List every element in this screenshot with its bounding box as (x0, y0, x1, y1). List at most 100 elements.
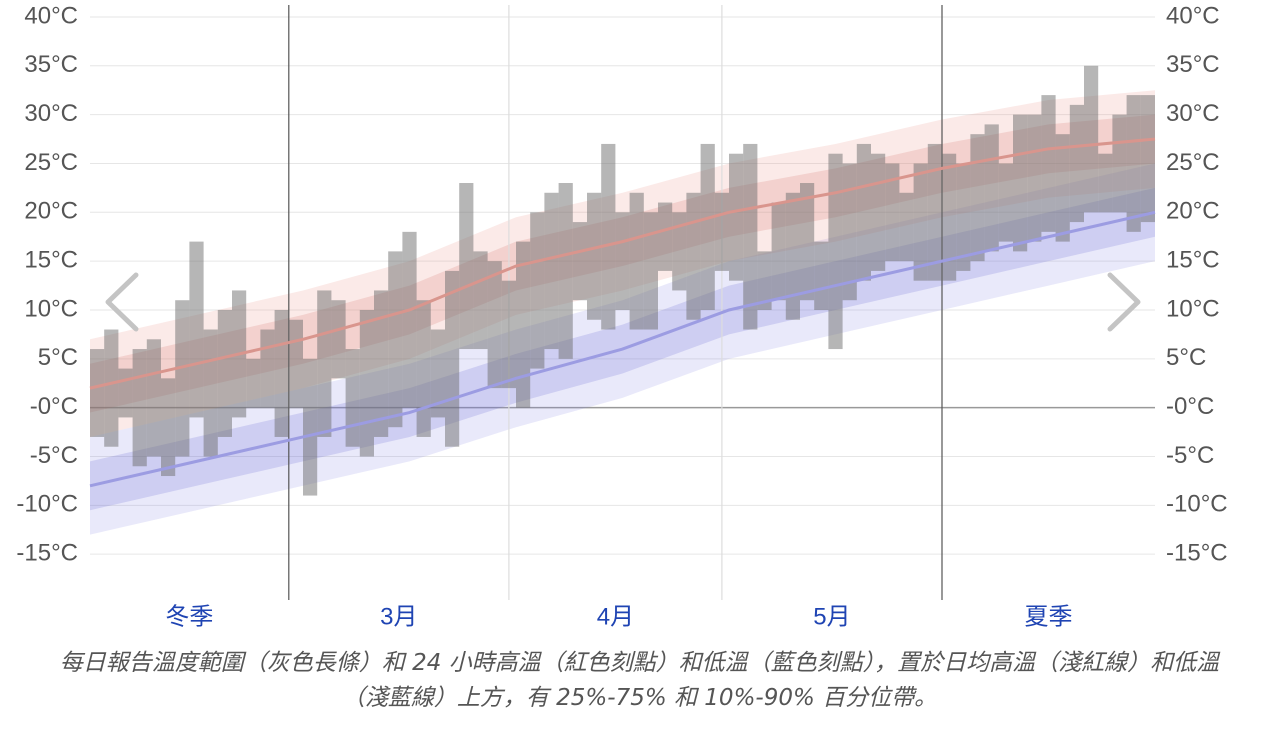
y2-tick-label: 10°C (1166, 295, 1220, 322)
y-tick-label: 25°C (24, 149, 78, 176)
y-tick-label: -10°C (16, 491, 78, 518)
day-range-bar (743, 143, 758, 330)
y-tick-label: -0°C (30, 393, 78, 420)
day-range-bar (104, 329, 119, 447)
day-range-bar (246, 358, 261, 408)
y-tick-label: -15°C (16, 540, 78, 567)
day-range-bar (558, 183, 573, 359)
day-range-bar (871, 153, 886, 271)
day-range-bar (942, 153, 957, 281)
day-range-bar (601, 143, 616, 330)
day-range-bar (1041, 95, 1056, 232)
day-range-bar (658, 202, 673, 271)
high-avg-line (89, 137, 1156, 390)
y2-tick-label: 15°C (1166, 246, 1220, 273)
day-range-bar (303, 358, 318, 496)
day-range-bar (927, 143, 942, 281)
day-range-bar (643, 212, 658, 330)
day-range-bar (1027, 114, 1042, 242)
day-range-bar (587, 192, 602, 320)
day-range-bar (331, 300, 346, 379)
day-range-bar (132, 349, 147, 467)
day-range-bar (615, 212, 630, 310)
day-range-bar (885, 163, 900, 262)
day-range-bar (1013, 114, 1028, 252)
day-range-bar (217, 309, 232, 437)
day-range-bar (1069, 104, 1084, 223)
period-label: 夏季 (1025, 603, 1073, 630)
day-range-bar (998, 163, 1013, 242)
day-range-bar (445, 270, 460, 447)
day-range-bar (416, 300, 431, 437)
day-range-bar (714, 192, 729, 271)
day-range-bar (984, 124, 999, 252)
day-range-bar (260, 329, 275, 408)
day-range-bar (530, 212, 545, 369)
y2-tick-label: 40°C (1166, 2, 1220, 29)
day-range-bar (473, 251, 488, 350)
day-range-bar (785, 192, 800, 320)
y2-tick-label: 30°C (1166, 100, 1220, 127)
day-range-bar (146, 339, 161, 457)
y2-tick-label: 20°C (1166, 198, 1220, 225)
day-range-bar (501, 280, 516, 389)
y-tick-label: 10°C (24, 295, 78, 322)
day-range-bar (672, 212, 687, 291)
day-range-bar (856, 143, 871, 281)
day-range-bar (1126, 95, 1141, 232)
day-range-bar (118, 368, 133, 418)
day-range-bar (459, 183, 474, 350)
day-range-bar (970, 134, 985, 262)
day-range-bar (161, 378, 176, 477)
low-avg-line (89, 210, 1156, 488)
day-range-bar (544, 192, 559, 350)
day-range-bar (359, 309, 374, 457)
prev-arrow[interactable] (105, 272, 139, 332)
day-range-bar (700, 143, 715, 310)
day-range-bar (175, 300, 190, 457)
day-range-bar (771, 202, 786, 301)
day-range-bar (274, 309, 289, 437)
period-label: 冬季 (165, 603, 213, 630)
period-label: 5月 (813, 603, 850, 630)
day-range-bar (1112, 114, 1127, 213)
day-range-bar (1098, 153, 1113, 213)
day-range-bar (842, 163, 857, 301)
day-range-bar (956, 163, 971, 271)
y-tick-label: 35°C (24, 51, 78, 78)
day-range-bar (1084, 65, 1099, 213)
y2-tick-label: -10°C (1166, 491, 1228, 518)
y-tick-label: 15°C (24, 246, 78, 273)
day-range-bar (430, 329, 445, 418)
day-range-bar (90, 349, 105, 437)
next-arrow[interactable] (1107, 272, 1141, 332)
day-range-bar (686, 192, 701, 320)
y2-tick-label: 35°C (1166, 51, 1220, 78)
day-range-bar (1140, 95, 1155, 223)
y2-tick-label: 25°C (1166, 149, 1220, 176)
day-range-bar (814, 241, 829, 310)
y2-tick-label: -15°C (1166, 540, 1228, 567)
day-range-bar (388, 251, 403, 428)
day-range-bar (899, 192, 914, 262)
day-range-bar (757, 251, 772, 310)
day-range-bar (516, 241, 531, 408)
day-range-bar (203, 329, 218, 457)
day-range-bar (487, 261, 502, 389)
day-range-bar (288, 319, 303, 408)
y-tick-label: 30°C (24, 100, 78, 127)
y2-tick-label: -5°C (1166, 442, 1214, 469)
y-tick-label: 40°C (24, 2, 78, 29)
period-label: 4月 (597, 603, 634, 630)
y-tick-label: -5°C (30, 442, 78, 469)
y-tick-label: 20°C (24, 198, 78, 225)
day-range-bar (402, 231, 417, 408)
day-range-bar (572, 222, 587, 301)
day-range-bar (629, 192, 644, 330)
y2-tick-label: 5°C (1166, 344, 1206, 371)
day-range-bar (729, 153, 744, 281)
day-range-bar (189, 241, 204, 418)
day-range-bar (374, 290, 389, 437)
period-label: 3月 (380, 603, 417, 630)
